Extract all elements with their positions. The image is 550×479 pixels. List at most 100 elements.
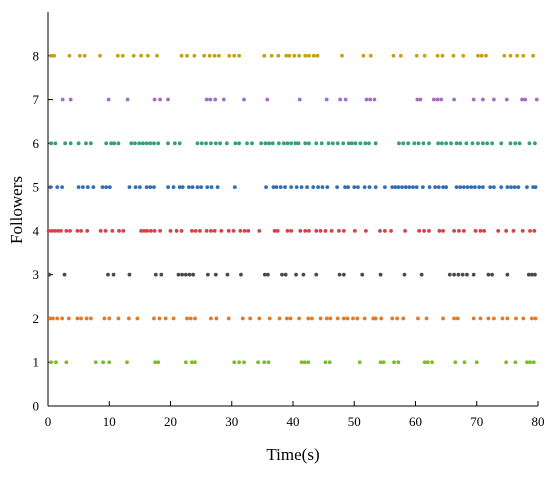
series-follower-7 <box>60 97 539 102</box>
data-point <box>422 228 426 233</box>
data-point <box>430 360 434 365</box>
data-point <box>346 185 351 190</box>
data-point <box>496 228 501 233</box>
data-point <box>276 53 281 58</box>
data-point <box>88 316 93 321</box>
data-point <box>204 97 209 102</box>
data-point <box>46 228 51 233</box>
data-point <box>218 141 223 146</box>
data-point <box>471 316 476 321</box>
data-point <box>508 141 513 146</box>
data-point <box>60 316 64 321</box>
data-point <box>239 272 243 277</box>
data-point <box>245 141 249 146</box>
data-point <box>521 316 526 321</box>
data-point <box>292 53 297 58</box>
data-point <box>328 316 333 321</box>
data-points <box>46 53 539 365</box>
data-point <box>166 141 170 146</box>
data-point <box>513 360 518 365</box>
data-point <box>125 97 130 102</box>
data-point <box>441 316 445 321</box>
data-point <box>180 185 185 190</box>
data-point <box>52 228 57 233</box>
series-follower-4 <box>46 228 537 233</box>
data-point <box>55 185 60 190</box>
data-point <box>508 53 513 58</box>
data-point <box>190 185 195 190</box>
data-point <box>372 97 377 102</box>
data-point <box>533 272 537 277</box>
data-point <box>520 228 525 233</box>
data-point <box>205 185 210 190</box>
data-point <box>456 272 461 277</box>
data-point <box>100 185 105 190</box>
y-tick-label: 7 <box>33 92 40 107</box>
data-point <box>414 53 419 58</box>
data-point <box>145 228 150 233</box>
data-point <box>458 141 463 146</box>
data-point <box>504 360 509 365</box>
data-point <box>527 141 532 146</box>
data-point <box>285 141 290 146</box>
data-point <box>412 141 417 146</box>
data-point <box>452 228 456 233</box>
data-point <box>436 141 441 146</box>
data-point <box>345 316 350 321</box>
data-point <box>515 53 520 58</box>
series-follower-3 <box>47 272 537 277</box>
data-point <box>351 316 355 321</box>
data-point <box>213 141 218 146</box>
data-point <box>264 185 268 190</box>
data-point <box>368 97 373 102</box>
data-point <box>509 185 513 190</box>
data-point <box>76 141 81 146</box>
data-point <box>521 53 526 58</box>
data-point <box>204 228 209 233</box>
data-point <box>137 141 142 146</box>
data-point <box>341 141 346 146</box>
data-point <box>190 228 194 233</box>
data-point <box>88 141 93 146</box>
data-point <box>480 185 485 190</box>
data-point <box>362 185 367 190</box>
data-point <box>341 316 346 321</box>
y-tick-label: 3 <box>33 267 40 282</box>
data-point <box>209 185 214 190</box>
data-point <box>407 185 412 190</box>
data-point <box>168 228 173 233</box>
data-point <box>504 97 509 102</box>
data-point <box>455 316 460 321</box>
data-point <box>341 228 346 233</box>
data-point <box>528 228 532 233</box>
data-point <box>198 228 202 233</box>
x-axis-title: Time(s) <box>266 445 319 464</box>
data-point <box>199 185 204 190</box>
data-point <box>533 316 538 321</box>
data-point <box>131 53 136 58</box>
data-point <box>238 228 243 233</box>
data-point <box>457 228 461 233</box>
data-point <box>242 228 247 233</box>
series-follower-2 <box>47 316 538 321</box>
data-point <box>208 97 213 102</box>
data-point <box>403 228 407 233</box>
data-point <box>465 272 469 277</box>
y-tick-label: 4 <box>33 223 40 238</box>
data-point <box>215 185 220 190</box>
data-point <box>427 228 431 233</box>
data-point <box>461 185 466 190</box>
data-point <box>278 185 283 190</box>
data-point <box>454 185 459 190</box>
y-tick-label: 6 <box>33 136 40 151</box>
data-point <box>104 141 109 146</box>
data-point <box>111 272 116 277</box>
data-point <box>265 97 270 102</box>
data-point <box>135 316 140 321</box>
data-point <box>152 228 157 233</box>
data-point <box>486 316 491 321</box>
data-point <box>267 141 272 146</box>
data-point <box>64 228 69 233</box>
data-point <box>152 141 156 146</box>
data-point <box>325 185 330 190</box>
